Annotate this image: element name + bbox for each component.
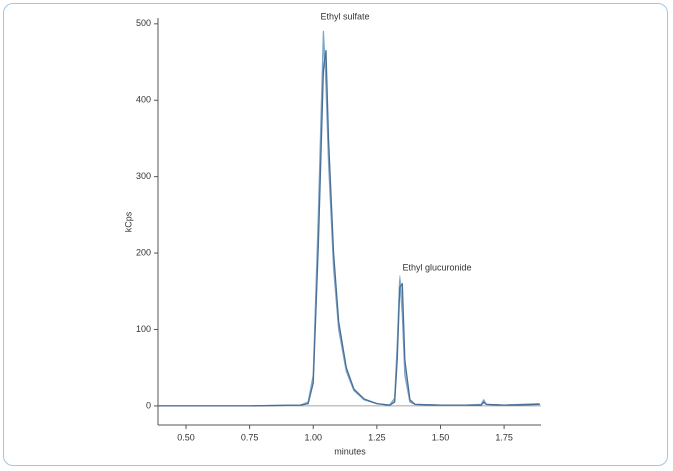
x-tick-label: 0.50 — [177, 432, 195, 442]
y-tick-label: 400 — [136, 95, 151, 105]
x-tick-label: 0.75 — [241, 432, 259, 442]
trace — [158, 30, 540, 407]
annotation: Ethyl glucuronide — [402, 262, 471, 272]
y-tick-label: 0 — [146, 400, 151, 410]
y-tick-label: 200 — [136, 247, 151, 257]
x-tick-label: 1.25 — [368, 432, 386, 442]
y-axis-label: kCps — [123, 211, 133, 232]
x-tick-label: 1.00 — [304, 432, 322, 442]
trace — [158, 46, 540, 407]
trace — [158, 49, 540, 407]
frame — [3, 3, 668, 466]
x-tick-label: 1.75 — [495, 432, 513, 442]
y-tick-label: 100 — [136, 324, 151, 334]
y-tick-label: 500 — [136, 18, 151, 28]
x-axis-label: minutes — [334, 446, 366, 456]
annotation: Ethyl sulfate — [320, 11, 369, 21]
x-tick-label: 1.50 — [432, 432, 450, 442]
y-tick-label: 300 — [136, 171, 151, 181]
